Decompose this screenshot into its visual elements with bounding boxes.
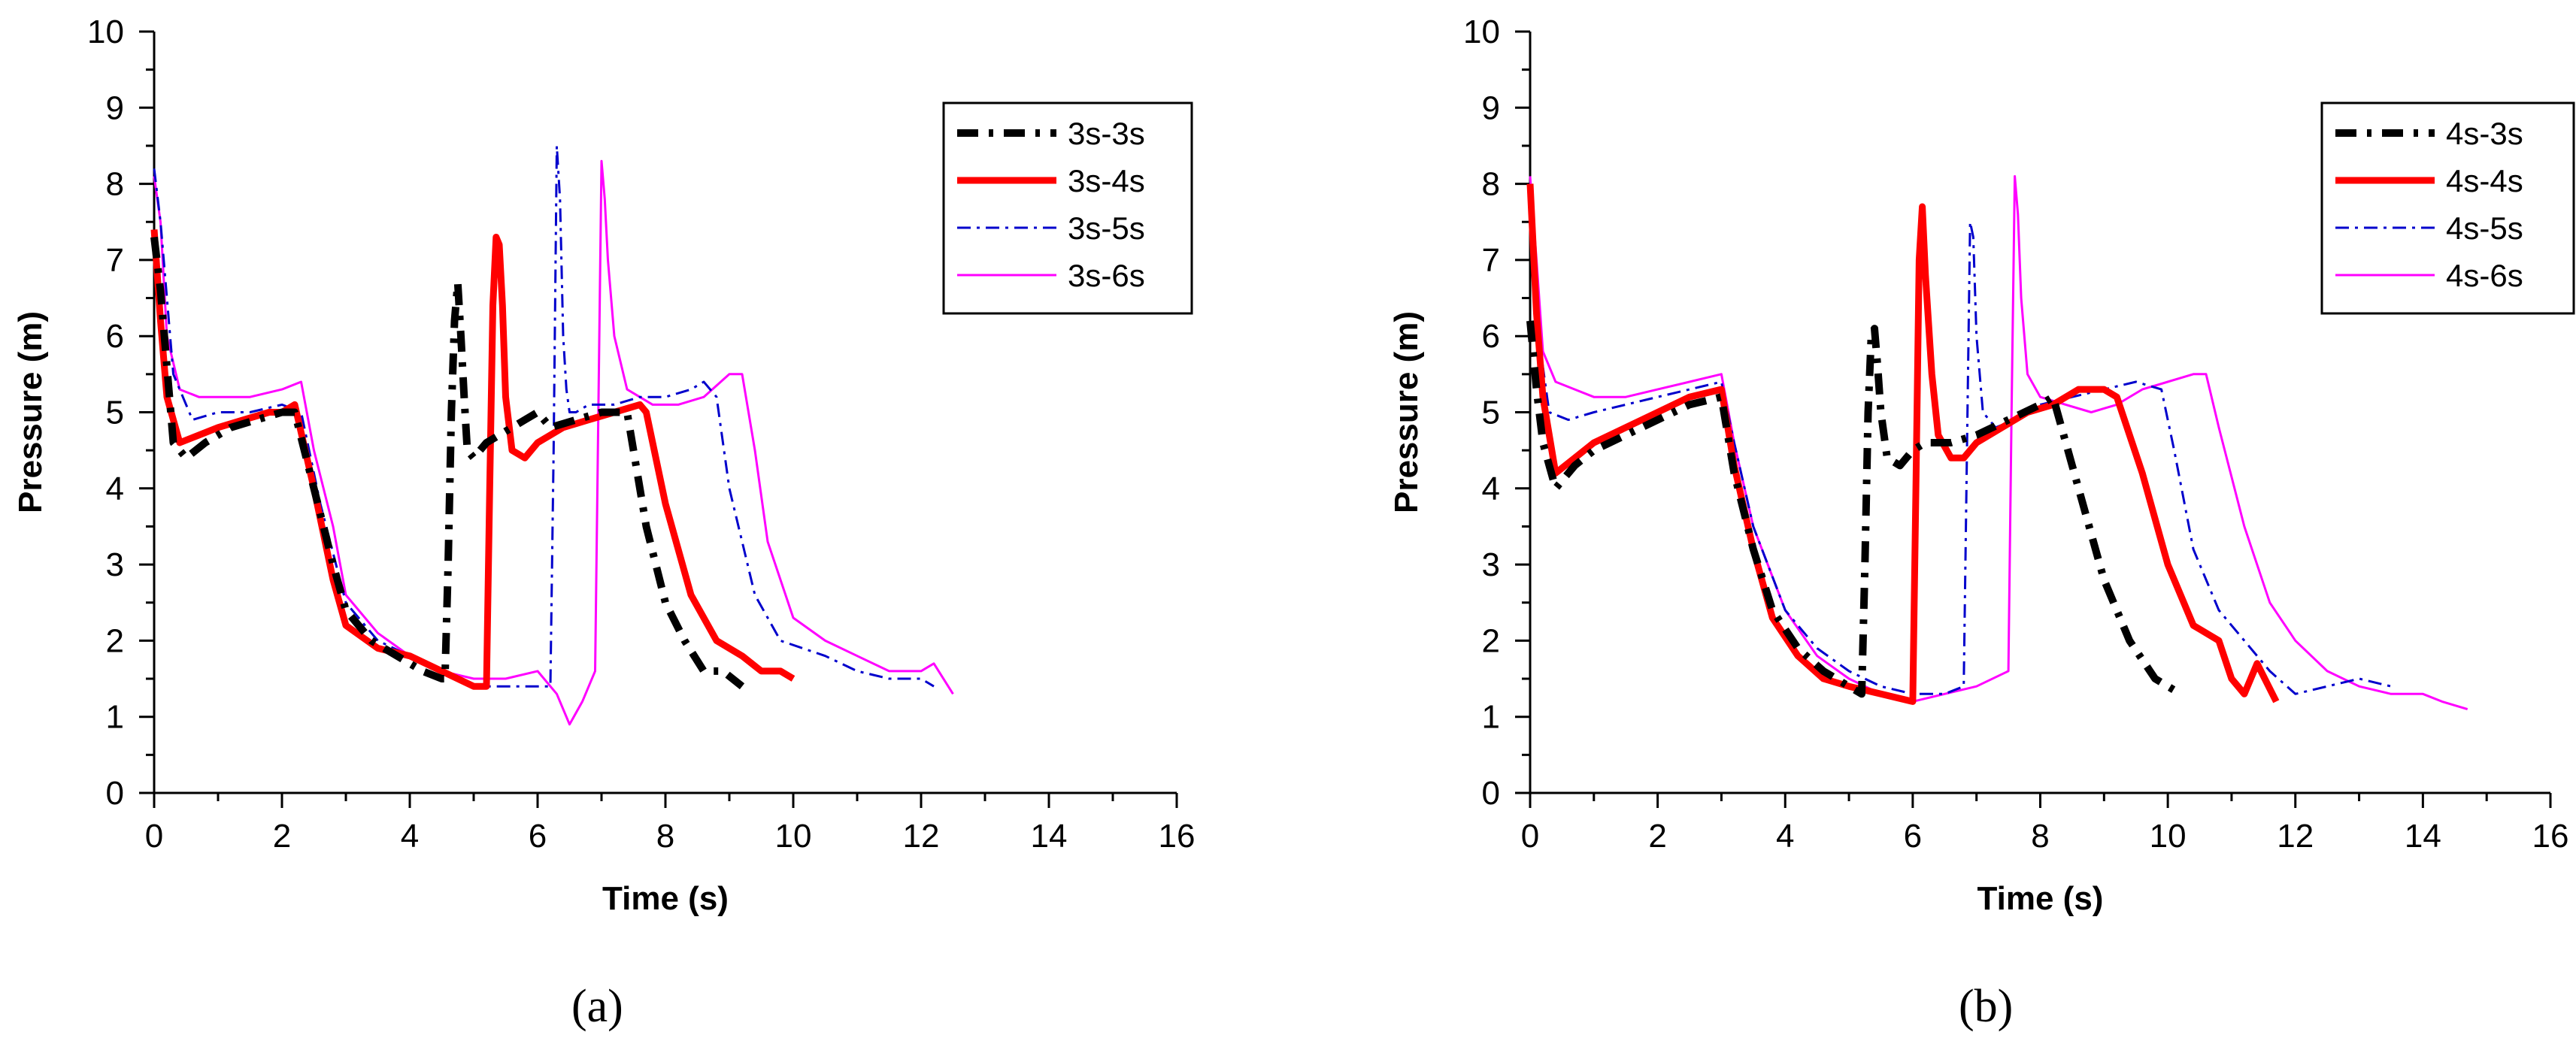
x-tick-label: 14 <box>1031 818 1068 855</box>
y-tick-label: 6 <box>1482 318 1500 355</box>
panel-a-caption: (a) <box>571 981 623 1032</box>
legend-label-3s-6s: 3s-6s <box>1068 258 1145 293</box>
series-line-4s-6s <box>1529 175 2468 711</box>
legend-label-4s-4s: 4s-4s <box>2446 163 2523 198</box>
y-tick-label: 0 <box>1482 775 1500 812</box>
y-tick-label: 4 <box>1482 470 1500 507</box>
x-tick-label: 4 <box>401 818 419 855</box>
legend-label-3s-3s: 3s-3s <box>1068 116 1145 151</box>
series-line-3s-4s <box>150 229 796 690</box>
y-tick-label: 3 <box>106 546 124 583</box>
series-line-4s-4s <box>1526 183 2280 705</box>
legend-label-3s-4s: 3s-4s <box>1068 163 1145 198</box>
series-line-4s-5s <box>1529 220 2392 695</box>
x-tick-label: 6 <box>529 818 547 855</box>
y-tick-label: 5 <box>106 395 124 431</box>
legend-label-4s-3s: 4s-3s <box>2446 116 2523 151</box>
legend-label-4s-5s: 4s-5s <box>2446 210 2523 246</box>
y-tick-label: 4 <box>106 470 124 507</box>
series-line-3s-6s <box>153 159 954 726</box>
y-tick-label: 3 <box>1482 546 1500 583</box>
y-tick-label: 8 <box>1482 166 1500 203</box>
panel-b-caption: (b) <box>1959 981 2014 1032</box>
x-tick-label: 10 <box>2150 818 2187 855</box>
y-tick-label: 0 <box>106 775 124 812</box>
x-tick-label: 2 <box>273 818 291 855</box>
y-axis-title: Pressure (m) <box>12 311 49 513</box>
x-tick-label: 0 <box>1521 818 1539 855</box>
y-tick-label: 1 <box>1482 699 1500 736</box>
legend-box <box>2320 101 2575 315</box>
y-tick-label: 10 <box>87 14 124 50</box>
y-tick-label: 7 <box>1482 242 1500 279</box>
x-tick-label: 8 <box>656 818 674 855</box>
y-tick-label: 5 <box>1482 395 1500 431</box>
x-tick-label: 16 <box>2532 818 2569 855</box>
x-tick-label: 6 <box>1904 818 1922 855</box>
x-tick-label: 0 <box>145 818 163 855</box>
y-axis-title: Pressure (m) <box>1388 311 1425 513</box>
legend-box <box>942 101 1193 315</box>
x-tick-label: 14 <box>2405 818 2441 855</box>
series-line-3s-5s <box>153 144 935 688</box>
y-tick-label: 6 <box>106 318 124 355</box>
y-tick-label: 9 <box>106 89 124 126</box>
x-tick-label: 4 <box>1776 818 1794 855</box>
legend: 3s-3s 3s-4s 3s-5s 3s-6s <box>942 101 1193 315</box>
legend-label-3s-5s: 3s-5s <box>1068 210 1145 246</box>
y-tick-label: 10 <box>1463 14 1500 50</box>
y-tick-label: 1 <box>106 699 124 736</box>
x-tick-label: 10 <box>775 818 812 855</box>
y-tick-label: 9 <box>1482 89 1500 126</box>
legend: 4s-3s 4s-4s 4s-5s 4s-6s <box>2320 101 2575 315</box>
x-tick-label: 16 <box>1159 818 1196 855</box>
legend-label-4s-6s: 4s-6s <box>2446 258 2523 293</box>
x-tick-label: 8 <box>2031 818 2049 855</box>
x-axis-title: Time (s) <box>1977 880 2104 917</box>
series-line-4s-3s <box>1526 320 2183 698</box>
y-tick-label: 7 <box>106 242 124 279</box>
y-tick-label: 8 <box>106 166 124 203</box>
y-tick-label: 2 <box>1482 622 1500 659</box>
x-tick-label: 12 <box>903 818 940 855</box>
x-axis-title: Time (s) <box>602 880 729 917</box>
x-tick-label: 2 <box>1648 818 1666 855</box>
x-tick-label: 12 <box>2277 818 2314 855</box>
y-tick-label: 2 <box>106 622 124 659</box>
